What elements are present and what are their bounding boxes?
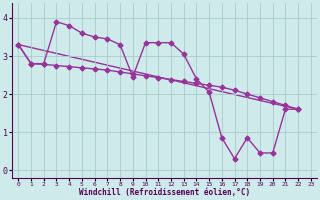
X-axis label: Windchill (Refroidissement éolien,°C): Windchill (Refroidissement éolien,°C): [79, 188, 250, 197]
